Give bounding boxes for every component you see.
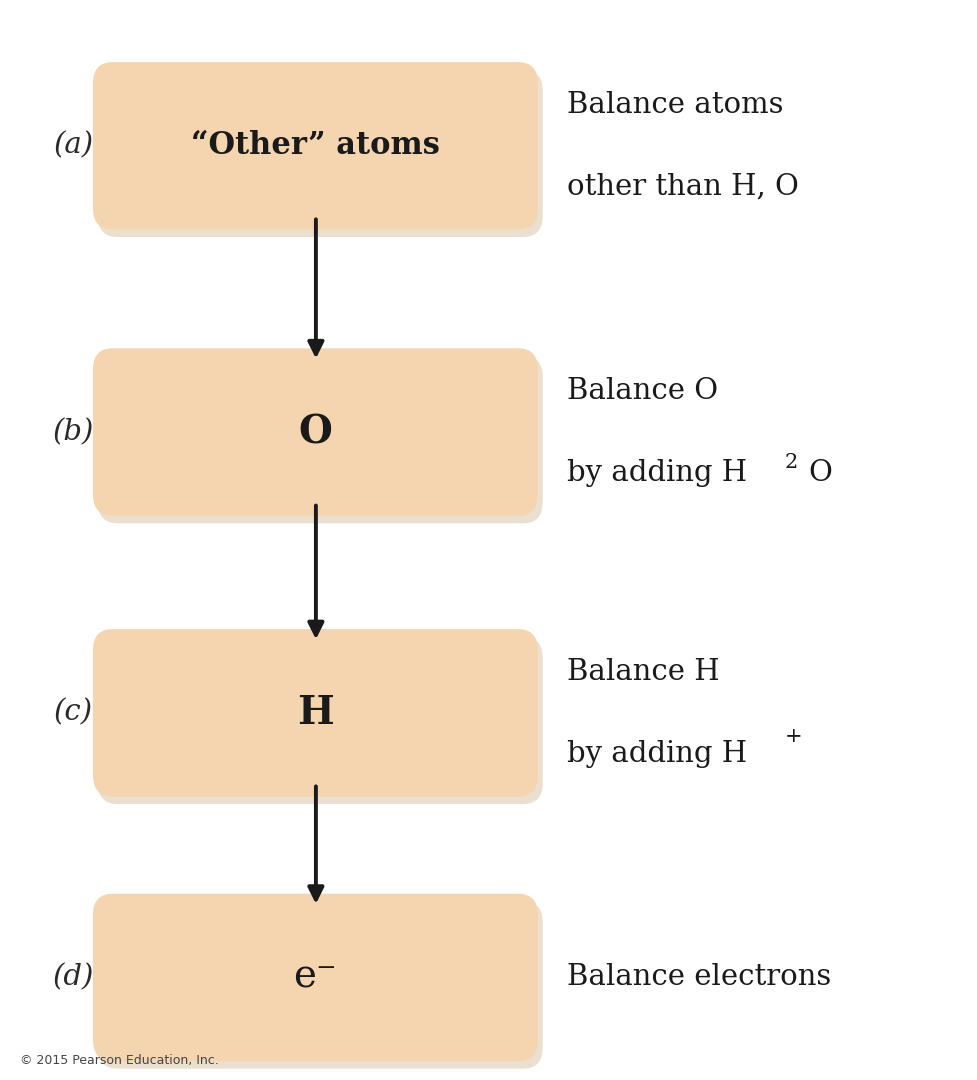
Text: (c): (c)	[54, 699, 93, 727]
FancyBboxPatch shape	[93, 62, 537, 230]
Text: +: +	[784, 727, 801, 746]
Text: H: H	[297, 693, 333, 732]
FancyBboxPatch shape	[98, 901, 542, 1069]
Text: Balance H: Balance H	[567, 658, 719, 686]
FancyBboxPatch shape	[93, 348, 537, 516]
Text: other than H, O: other than H, O	[567, 173, 798, 201]
FancyBboxPatch shape	[98, 356, 542, 523]
Text: “Other” atoms: “Other” atoms	[191, 131, 440, 161]
Text: O: O	[808, 459, 831, 487]
Text: Balance atoms: Balance atoms	[567, 91, 783, 119]
Text: © 2015 Pearson Education, Inc.: © 2015 Pearson Education, Inc.	[20, 1054, 218, 1067]
FancyBboxPatch shape	[98, 69, 542, 238]
Text: (b): (b)	[53, 418, 94, 446]
Text: O: O	[298, 413, 332, 451]
Text: 2: 2	[784, 453, 797, 472]
FancyBboxPatch shape	[93, 894, 537, 1061]
FancyBboxPatch shape	[93, 629, 537, 797]
Text: by adding H: by adding H	[567, 459, 746, 487]
Text: e⁻: e⁻	[293, 959, 337, 996]
Text: by adding H: by adding H	[567, 740, 746, 768]
Text: (d): (d)	[53, 963, 94, 991]
Text: Balance O: Balance O	[567, 377, 718, 405]
Text: (a): (a)	[53, 132, 94, 160]
FancyBboxPatch shape	[98, 637, 542, 804]
Text: Balance electrons: Balance electrons	[567, 963, 830, 991]
